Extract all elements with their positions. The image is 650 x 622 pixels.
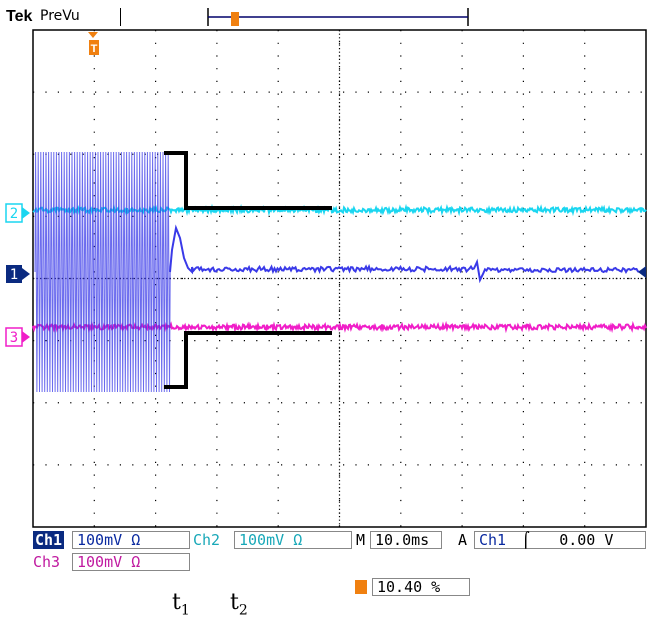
- ch1-trace: [35, 152, 640, 392]
- t1-annotation: t1: [172, 590, 190, 618]
- ch2-marker-label: 2: [10, 206, 18, 222]
- record-view-indicator: [208, 8, 468, 26]
- ch3-scale-readout[interactable]: 100mV Ω: [72, 553, 190, 571]
- trigger-slope-icon: ⌠: [521, 531, 530, 549]
- timebase-readout[interactable]: 10.0ms: [370, 531, 442, 549]
- timebase-prefix: M: [356, 531, 365, 549]
- ch3-marker[interactable]: 3: [6, 328, 30, 346]
- ch1-readout-label[interactable]: Ch1: [33, 531, 64, 549]
- ch3-readout-label[interactable]: Ch3: [33, 553, 60, 571]
- upper-reference-line: [164, 153, 332, 208]
- trigger-readout[interactable]: Ch1 ⌠ 0.00 V: [474, 531, 646, 549]
- t2-annotation: t2: [230, 590, 248, 618]
- trigger-t-glyph: T: [91, 43, 98, 55]
- trigger-position-marker[interactable]: T: [88, 32, 99, 55]
- ch2-readout-label[interactable]: Ch2: [193, 531, 220, 549]
- trigger-position-icon: [355, 580, 367, 594]
- ch1-waveform: [170, 228, 640, 280]
- ch3-marker-label: 3: [10, 330, 18, 346]
- record-trigger-icon: [231, 12, 239, 26]
- ch2-marker[interactable]: 2: [6, 204, 30, 222]
- ch1-marker[interactable]: 1: [6, 265, 30, 283]
- ch1-marker-label: 1: [10, 267, 18, 283]
- ch1-burst: [35, 152, 170, 392]
- ch2-scale-readout[interactable]: 100mV Ω: [234, 531, 352, 549]
- ch1-trigger-level-arrow[interactable]: [638, 266, 646, 278]
- ch1-scale-readout[interactable]: 100mV Ω: [72, 531, 190, 549]
- trigger-position-readout[interactable]: 10.40 %: [372, 578, 470, 596]
- trigger-prefix: A: [458, 531, 467, 549]
